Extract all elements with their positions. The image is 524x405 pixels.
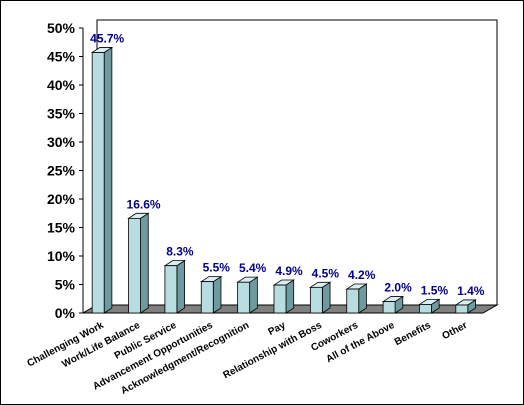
bar-side bbox=[249, 276, 258, 314]
bar bbox=[91, 52, 105, 314]
bar-side bbox=[103, 46, 113, 314]
bar-side bbox=[176, 259, 186, 314]
category-label: Pay bbox=[267, 320, 288, 338]
y-tick-label: 50% bbox=[47, 20, 76, 36]
y-tick-label: 5% bbox=[55, 277, 76, 293]
y-tick-label: 45% bbox=[47, 49, 76, 65]
bar-side bbox=[140, 212, 149, 314]
bar bbox=[346, 288, 360, 314]
bar bbox=[128, 217, 141, 314]
category-label: Benefits bbox=[393, 320, 433, 348]
bar bbox=[309, 286, 323, 314]
y-tick-label: 25% bbox=[47, 163, 76, 179]
data-label: 2.0% bbox=[384, 281, 412, 295]
data-label: 1.5% bbox=[421, 283, 449, 297]
bar bbox=[164, 265, 178, 314]
bar bbox=[273, 284, 287, 314]
y-tick-label: 10% bbox=[47, 248, 76, 264]
y-tick-label: 20% bbox=[47, 191, 76, 207]
data-label: 5.4% bbox=[239, 261, 267, 275]
bar bbox=[455, 304, 469, 314]
y-tick-label: 0% bbox=[55, 305, 76, 321]
y-tick-label: 15% bbox=[47, 220, 76, 236]
bar bbox=[237, 281, 251, 314]
data-label: 45.7% bbox=[90, 32, 124, 46]
data-label: 8.3% bbox=[166, 245, 194, 259]
category-label: Other bbox=[441, 320, 470, 342]
y-tick-label: 30% bbox=[47, 134, 76, 150]
y-tick-label: 35% bbox=[47, 106, 76, 122]
bar-side bbox=[285, 279, 295, 314]
data-label: 1.4% bbox=[457, 284, 485, 298]
bar bbox=[382, 301, 396, 314]
data-label: 16.6% bbox=[127, 197, 161, 211]
bar bbox=[200, 281, 214, 314]
data-label: 5.5% bbox=[203, 261, 231, 275]
y-tick-label: 40% bbox=[47, 77, 76, 93]
data-label: 4.9% bbox=[275, 264, 303, 278]
data-label: 4.2% bbox=[348, 268, 376, 282]
bar-side bbox=[212, 275, 222, 314]
bar bbox=[419, 304, 432, 314]
data-label: 4.5% bbox=[312, 266, 340, 280]
